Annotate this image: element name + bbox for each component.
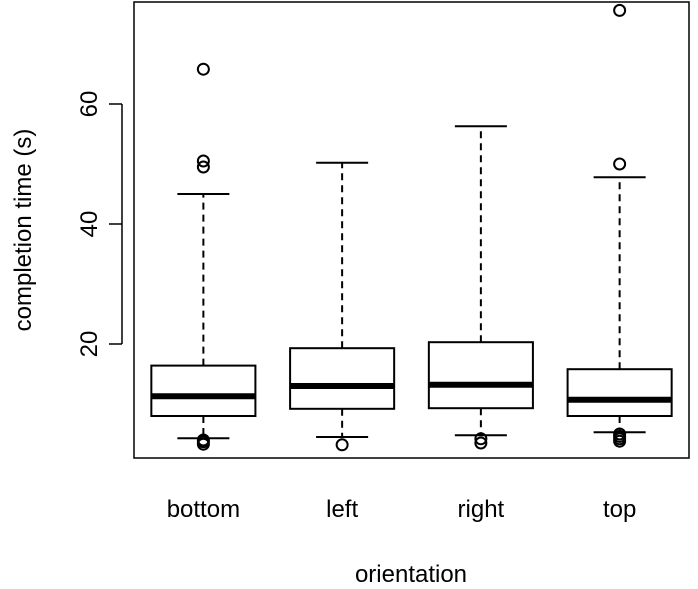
outlier-point	[335, 438, 349, 452]
y-tick-label: 20	[76, 331, 103, 358]
box-iqr	[289, 347, 396, 410]
box-right	[427, 125, 534, 450]
box-bottom	[150, 62, 257, 451]
x-tick-label: right	[458, 496, 505, 523]
x-tick-label: left	[326, 496, 358, 523]
x-tick-label: top	[603, 496, 636, 523]
box-left	[289, 161, 396, 452]
outlier-point	[474, 436, 488, 450]
x-tick-label: bottom	[167, 496, 240, 523]
outlier-point	[196, 160, 210, 174]
outlier-point	[613, 157, 627, 171]
outlier-point	[474, 432, 488, 446]
box-iqr	[150, 364, 257, 418]
y-axis-label: completion time (s)	[10, 129, 37, 332]
outlier-point	[613, 3, 627, 17]
outlier-point	[196, 433, 210, 447]
outlier-point	[196, 154, 210, 168]
boxes	[150, 3, 673, 452]
x-axis: bottom left right top	[167, 496, 637, 523]
box-iqr	[566, 368, 673, 418]
y-tick-label: 40	[76, 211, 103, 238]
box-iqr	[427, 341, 534, 410]
y-axis: 20 40 60	[76, 91, 123, 358]
x-axis-label: orientation	[355, 561, 467, 588]
outlier-point	[196, 62, 210, 76]
y-tick-label: 60	[76, 91, 103, 118]
plot-frame	[133, 1, 690, 459]
outlier-point	[613, 427, 627, 441]
box-top	[566, 3, 673, 448]
